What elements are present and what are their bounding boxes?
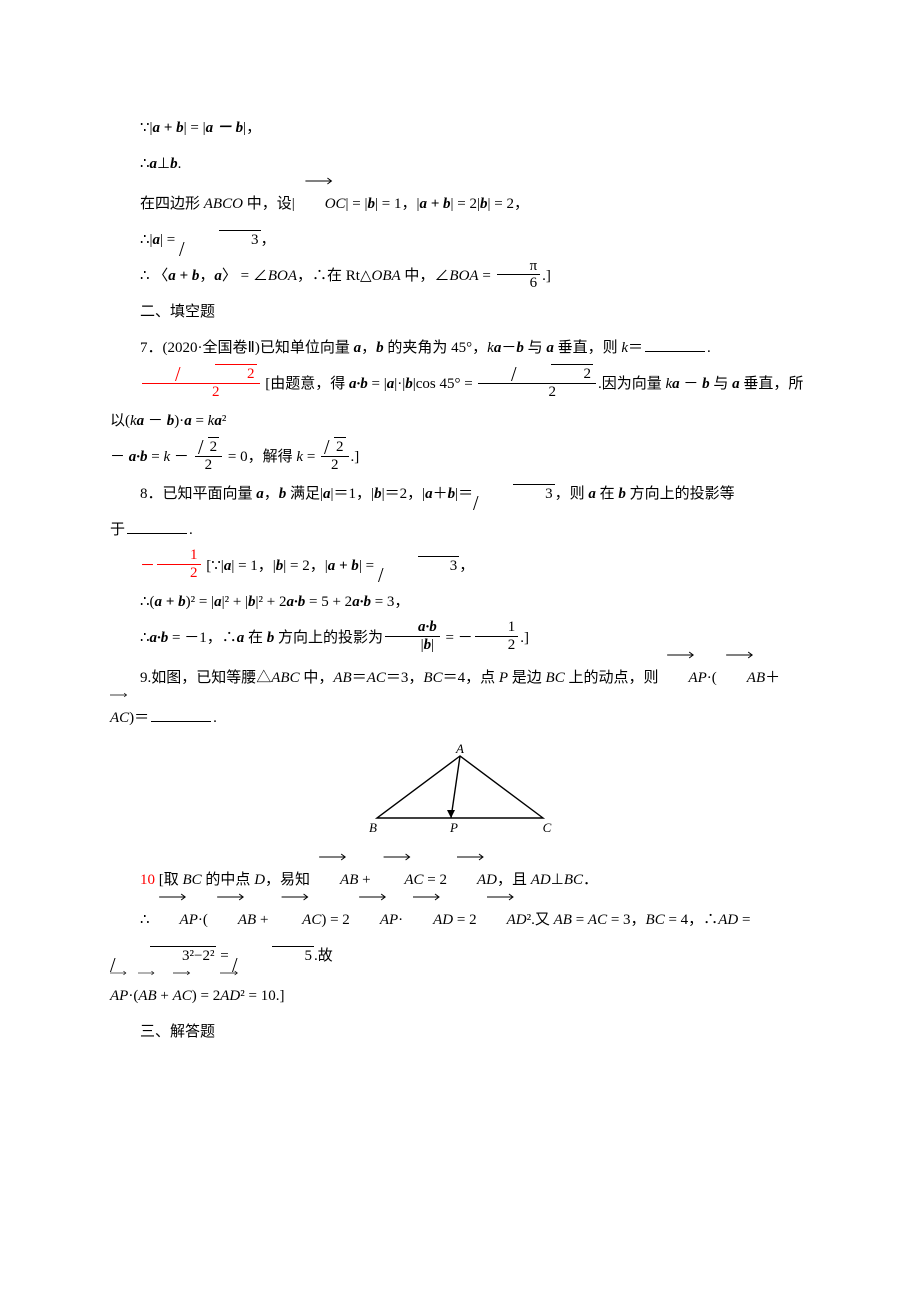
svg-text:B: B: [369, 820, 377, 835]
document-page: ∵|a + b| = |a － b|， ∴a⊥b. 在四边形 ABCO 中，设|…: [0, 0, 920, 1302]
blank-9: [151, 706, 211, 722]
answer-7-line-1: 22 [由题意，得 a·b = |a|·|b|cos 45° = 22.因为向量…: [110, 366, 810, 439]
section-3-heading: 三、解答题: [110, 1014, 810, 1050]
svg-text:C: C: [543, 820, 552, 835]
solution-line-4: ∴|a| = 3，: [110, 222, 810, 258]
solution-line-3: 在四边形 ABCO 中，设|OC| = |b| = 1，|a + b| = 2|…: [110, 182, 810, 222]
answer-9-line-2: ∴AP·(AB + AC) = 2AP·AD = 2AD².又 AB = AC …: [110, 898, 810, 974]
solution-line-1: ∵|a + b| = |a － b|，: [110, 110, 810, 146]
svg-text:P: P: [449, 820, 458, 835]
blank-8: [127, 518, 187, 534]
answer-8-line-2: ∴(a + b)² = |a|² + |b|² + 2a·b = 5 + 2a·…: [110, 584, 810, 620]
answer-7-line-2: － a·b = k － 22 = 0，解得 k = 22.]: [110, 439, 810, 476]
question-9-line-2: AC)＝.: [110, 696, 810, 736]
question-8-line-2: 于.: [110, 512, 810, 548]
solution-line-5: ∴ 〈a + b，a〉 = ∠BOA，∴在 Rt△OBA 中，∠BOA = π6…: [110, 258, 810, 294]
solution-line-2: ∴a⊥b.: [110, 146, 810, 182]
section-2-heading: 二、填空题: [110, 294, 810, 330]
question-9-line-1: 9.如图，已知等腰△ABC 中，AB＝AC＝3，BC＝4，点 P 是边 BC 上…: [110, 656, 810, 696]
answer-8-line-1: －12 [∵|a| = 1，|b| = 2，|a + b| = 3，: [110, 548, 810, 584]
answer-9-line-3: AP·(AB + AC) = 2AD² = 10.]: [110, 974, 810, 1014]
question-8-line-1: 8．已知平面向量 a，b 满足|a|＝1，|b|＝2，|a＋b|＝3，则 a 在…: [110, 476, 810, 512]
blank-7: [645, 336, 705, 352]
triangle-diagram: A B P C: [110, 744, 810, 850]
svg-text:A: A: [455, 744, 464, 756]
question-7: 7．(2020·全国卷Ⅱ)已知单位向量 a，b 的夹角为 45°，ka－b 与 …: [110, 330, 810, 366]
